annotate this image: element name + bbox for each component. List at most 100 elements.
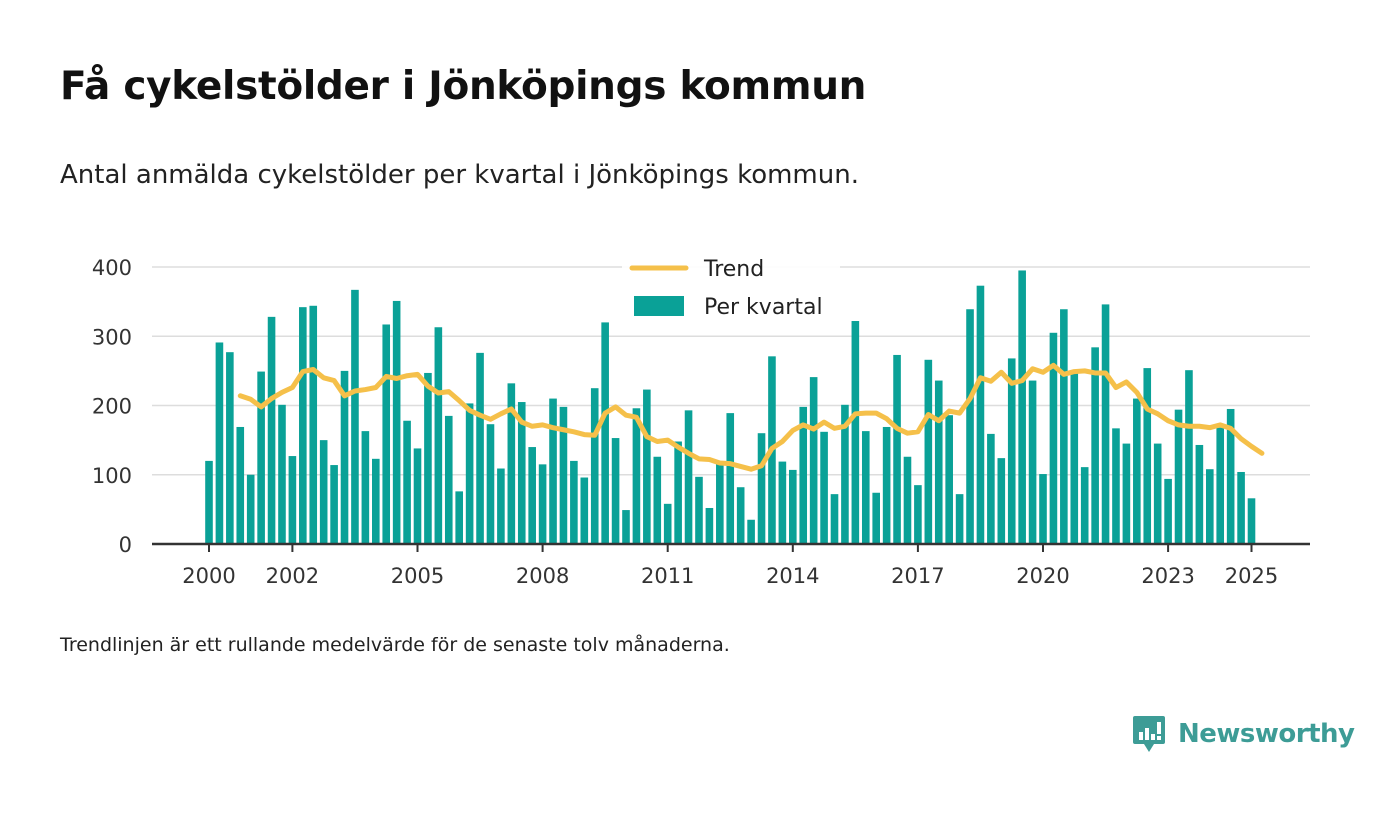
bar — [205, 460, 213, 544]
bar — [841, 404, 849, 544]
bar — [1226, 408, 1235, 544]
bar — [1080, 467, 1089, 544]
bar — [674, 441, 682, 544]
bar — [361, 431, 370, 544]
bar — [663, 503, 672, 544]
bar — [497, 468, 505, 544]
bar — [267, 316, 276, 544]
y-tick-label-400: 400 — [92, 256, 132, 280]
chart-footnote: Trendlinjen är ett rullande medelvärde f… — [60, 634, 730, 656]
bar — [726, 413, 735, 544]
bar — [590, 388, 599, 544]
bar — [465, 403, 474, 544]
bar — [528, 447, 536, 544]
trend-line — [237, 362, 1265, 472]
bar — [611, 438, 620, 544]
bar — [955, 494, 964, 544]
y-tick-label-300: 300 — [92, 325, 132, 349]
bar — [403, 420, 411, 544]
bar — [903, 456, 912, 544]
bar — [757, 433, 766, 544]
bar — [1216, 427, 1225, 544]
legend-label-per-kvartal: Per kvartal — [704, 295, 823, 320]
bar — [278, 404, 286, 544]
bar — [966, 309, 974, 544]
y-tick-label-100: 100 — [92, 464, 132, 488]
chart-title: Få cykelstölder i Jönköpings kommun — [60, 64, 867, 109]
bar — [799, 406, 808, 544]
bar — [382, 324, 391, 544]
legend-background — [622, 250, 840, 332]
chart-subtitle: Antal anmälda cykelstölder per kvartal i… — [60, 160, 859, 190]
bar — [288, 456, 297, 544]
bar — [1153, 443, 1162, 544]
x-tick-label-2025: 2025 — [1225, 564, 1278, 588]
y-tick-label-200: 200 — [92, 395, 132, 419]
bar — [1018, 270, 1026, 544]
bar — [330, 465, 338, 544]
x-tick-label-2017: 2017 — [891, 564, 944, 588]
brand-logo: Newsworthy — [1132, 712, 1355, 756]
bar — [319, 440, 328, 545]
bar — [1133, 398, 1141, 544]
bar — [549, 398, 557, 544]
bar — [1164, 478, 1172, 544]
legend-swatch-per-kvartal — [634, 296, 684, 316]
bar — [517, 402, 526, 544]
bar — [1039, 474, 1047, 544]
x-tick-label-2011: 2011 — [641, 564, 694, 588]
bar — [705, 507, 714, 544]
bar — [1174, 409, 1183, 544]
bar — [997, 458, 1006, 544]
bar — [789, 469, 797, 544]
bar — [1195, 444, 1204, 544]
x-tick-label-2020: 2020 — [1016, 564, 1069, 588]
bar — [246, 474, 255, 544]
x-tick-label-2005: 2005 — [391, 564, 444, 588]
bar — [1028, 380, 1037, 544]
bar — [1101, 304, 1110, 544]
bar — [372, 458, 380, 544]
bar — [987, 433, 995, 544]
chart-legend: Trend Per kvartal — [622, 250, 840, 332]
bar — [476, 352, 484, 544]
bar — [861, 431, 870, 544]
bar — [1122, 443, 1131, 544]
bar — [684, 410, 693, 544]
bar — [716, 462, 724, 544]
bar — [914, 485, 922, 544]
bar — [392, 300, 401, 544]
bar — [434, 327, 443, 544]
bar — [340, 370, 349, 545]
x-tick-label-2008: 2008 — [516, 564, 569, 588]
bar — [882, 426, 891, 544]
bar — [632, 408, 641, 544]
bar — [830, 494, 839, 544]
bar — [945, 415, 953, 544]
legend-label-trend: Trend — [703, 257, 764, 282]
bar — [934, 380, 943, 544]
bar — [809, 377, 818, 544]
bar — [1206, 469, 1214, 544]
bar — [976, 285, 985, 544]
bar — [778, 461, 787, 544]
x-tick-label-2023: 2023 — [1141, 564, 1194, 588]
brand-name: Newsworthy — [1178, 719, 1355, 749]
chart-axes: 2000 2002 2005 2008 2011 2014 2017 2020 2023 2025 — [152, 542, 1310, 588]
bar — [653, 456, 662, 544]
x-tick-label-2014: 2014 — [766, 564, 819, 588]
bar — [601, 322, 609, 544]
bar — [455, 491, 463, 544]
bar — [622, 510, 630, 544]
bar — [1007, 358, 1016, 544]
bar — [413, 448, 422, 544]
newsworthy-logo-icon — [1133, 716, 1165, 752]
bar — [1091, 347, 1099, 544]
bar — [215, 342, 224, 544]
bar — [893, 354, 901, 544]
bar — [226, 352, 234, 544]
bar — [257, 371, 265, 544]
bar — [444, 415, 453, 544]
bar — [1185, 370, 1193, 544]
